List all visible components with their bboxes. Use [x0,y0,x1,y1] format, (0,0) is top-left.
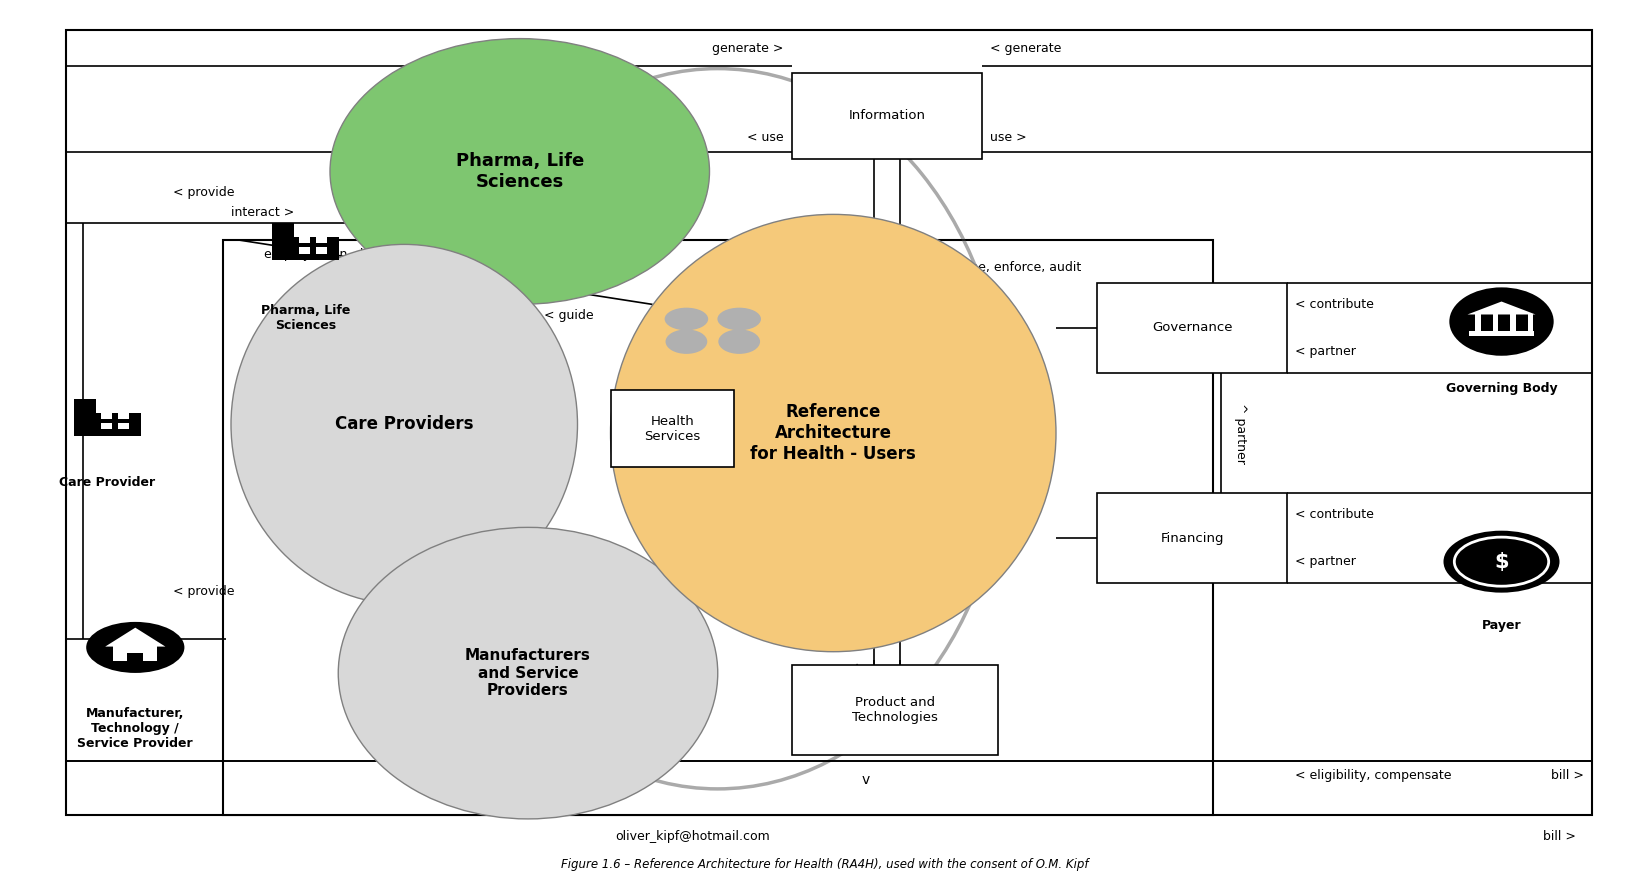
Bar [127,653,144,662]
Bar [299,247,310,254]
Text: < partner: < partner [1295,555,1356,568]
Text: Pharma, Life
Sciences: Pharma, Life Sciences [261,304,350,332]
Bar [272,237,338,260]
Bar [74,399,96,436]
Text: ^ partner: ^ partner [1234,402,1247,464]
Text: < provide: < provide [173,186,234,200]
Text: Governing Body: Governing Body [1445,382,1558,395]
Bar [101,423,112,430]
Bar [610,390,734,467]
Text: Payer: Payer [1482,620,1521,632]
Circle shape [718,308,761,330]
Bar [792,665,998,754]
Text: use >: use > [908,674,921,710]
Ellipse shape [665,329,708,354]
Text: v: v [861,774,870,788]
Text: Manufacturers
and Service
Providers: Manufacturers and Service Providers [465,648,591,698]
Text: Care Provider: Care Provider [59,476,155,489]
Text: Product and
Technologies: Product and Technologies [851,696,939,724]
Text: < contribute: < contribute [1295,508,1374,521]
Text: Governance: Governance [1152,321,1233,334]
Text: Figure 1.6 – Reference Architecture for Health (RA4H), used with the consent of : Figure 1.6 – Reference Architecture for … [561,858,1089,871]
Text: v: v [861,507,870,522]
Bar [1468,332,1534,336]
Text: < provide: < provide [173,585,234,598]
Text: $: $ [1495,551,1508,571]
Bar [223,240,1213,815]
Text: Financing: Financing [1160,532,1224,544]
Circle shape [86,622,185,673]
Ellipse shape [718,329,761,354]
Bar [317,247,327,254]
Text: ^: ^ [860,439,871,453]
Text: generate >: generate > [853,341,865,413]
Text: < define, enforce, audit: < define, enforce, audit [932,261,1081,274]
Bar [272,223,294,260]
Text: use >: use > [990,130,1026,144]
Bar [1510,314,1516,332]
Text: < use: < use [747,130,784,144]
Polygon shape [1467,302,1536,314]
Bar [74,413,140,436]
Bar [1475,314,1480,332]
Text: diagnose, treat >: diagnose, treat > [742,418,851,431]
Polygon shape [106,627,165,647]
Text: < guide: < guide [544,309,594,322]
Text: interact >: interact > [231,206,294,219]
Ellipse shape [610,214,1056,652]
Text: generate >: generate > [713,42,784,55]
Text: oliver_kipf@hotmail.com: oliver_kipf@hotmail.com [615,830,771,843]
Ellipse shape [231,244,578,605]
Text: < generate: < generate [990,42,1061,55]
Bar [119,423,129,430]
Text: < eligibility, compensate: < eligibility, compensate [1295,768,1452,781]
Ellipse shape [338,528,718,819]
Text: Health
Services: Health Services [644,415,701,443]
Text: Reference
Architecture
for Health - Users: Reference Architecture for Health - User… [751,403,916,463]
Bar [114,646,157,662]
Bar [119,412,129,419]
Text: Manufacturer,
Technology /
Service Provider: Manufacturer, Technology / Service Provi… [78,707,193,751]
Text: bill >: bill > [1543,830,1576,843]
Circle shape [665,308,708,330]
Text: bill >: bill > [1551,768,1584,781]
Bar [1097,283,1287,373]
Text: Information: Information [848,109,926,123]
Text: < partner: < partner [1295,345,1356,358]
Bar [101,412,112,419]
Bar [299,236,310,243]
Ellipse shape [330,38,710,304]
Bar [317,236,327,243]
Circle shape [1445,532,1558,591]
Text: use >: use > [908,359,921,396]
Text: employ, train, develop >: employ, train, develop > [264,248,419,261]
Bar [1528,314,1533,332]
Text: ^: ^ [860,632,871,646]
Bar [1493,314,1498,332]
Circle shape [1454,537,1549,586]
Text: Care Providers: Care Providers [335,416,474,433]
Text: rehabilitate >: rehabilitate > [742,447,828,459]
Text: Health Worker: Health Worker [668,357,757,370]
Text: < contribute: < contribute [1295,298,1374,311]
Ellipse shape [1449,287,1554,356]
Bar [792,73,982,158]
Text: promote >: promote > [742,426,810,439]
Text: prevent,: prevent, [742,398,795,410]
Text: provide >: provide > [853,662,865,723]
Bar [1097,493,1287,583]
Text: Pharma, Life
Sciences: Pharma, Life Sciences [455,152,584,191]
